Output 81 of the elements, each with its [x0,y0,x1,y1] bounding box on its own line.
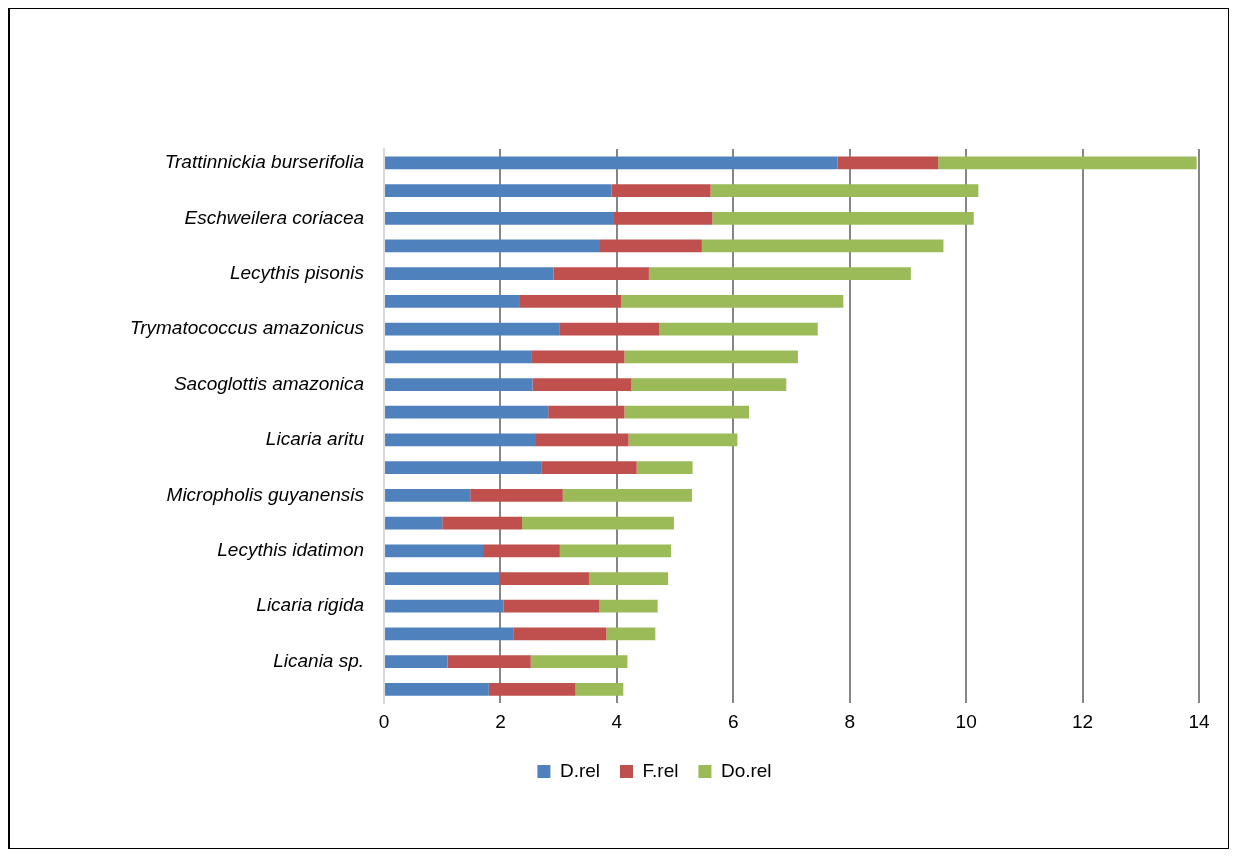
bar [385,239,601,253]
bar [659,322,818,336]
x-tick-label: 2 [495,710,506,732]
bar [535,433,629,447]
y-tick-label: Trymatococcus amazonicus [130,317,365,339]
x-tick-label: 12 [1072,710,1094,732]
legend-label: Do.rel [720,759,772,781]
bar [385,184,612,197]
bar [837,156,939,170]
x-tick-label: 10 [955,710,977,732]
bar [513,627,607,641]
bar [532,378,632,391]
bar [548,405,625,419]
x-tick-label: 0 [378,710,390,732]
bar [559,322,660,336]
bar [385,655,448,669]
bar [712,211,974,225]
bar [499,572,589,585]
legend-label: D.rel [559,759,601,781]
bar [562,489,692,502]
bar [620,295,844,308]
bar [385,461,542,475]
bar [628,433,738,447]
bar [385,682,489,696]
bar [624,350,798,364]
bar [385,572,500,585]
bar [385,405,549,419]
bar [385,627,514,641]
x-tick-label: 4 [611,710,623,732]
bar [385,322,560,336]
y-tick-label: Licaria rigida [256,594,365,616]
bar [522,516,674,530]
bar [385,211,614,225]
bar [701,239,944,253]
bar [442,516,523,530]
bar [531,350,625,364]
x-tick-label: 14 [1188,710,1210,732]
bar [559,544,672,558]
bar [470,489,563,502]
bar [588,572,669,585]
bar [553,267,649,281]
bar [385,350,532,364]
bar [385,489,471,502]
bar [624,405,750,419]
y-tick-label: Lecythis pisonis [229,261,365,283]
y-tick-label: Micropholis guyanensis [166,483,365,505]
bar [606,627,656,641]
bar [385,544,484,558]
x-tick-label: 6 [728,710,739,732]
bar [385,267,554,281]
bar [385,378,533,391]
bar [503,599,600,613]
bar [385,599,504,613]
y-tick-label: Eschweilera coriacea [184,206,365,228]
bar [636,461,693,475]
bar [938,156,1197,170]
bar [575,682,624,696]
legend-label: F.rel [642,759,679,781]
bar [631,378,787,391]
bar [541,461,637,475]
bar [447,655,531,669]
bar [519,295,621,308]
bar [613,211,713,225]
y-tick-label: Sacoglottis amazonica [173,372,365,394]
bar [385,156,838,170]
bar [385,433,536,447]
bar [600,239,702,253]
bar [611,184,711,197]
bar [385,295,520,308]
bar [710,184,979,197]
y-tick-label: Lecythis idatimon [217,539,365,561]
bar [648,267,911,281]
x-tick-label: 8 [844,710,856,732]
y-tick-label: Trattinnickia burserifolia [164,151,365,173]
bar [599,599,658,613]
bar [530,655,628,669]
y-tick-label: Licaria aritu [265,428,365,450]
bar [385,516,443,530]
bar [488,682,576,696]
bar [483,544,560,558]
y-tick-label: Licania sp. [273,649,365,671]
